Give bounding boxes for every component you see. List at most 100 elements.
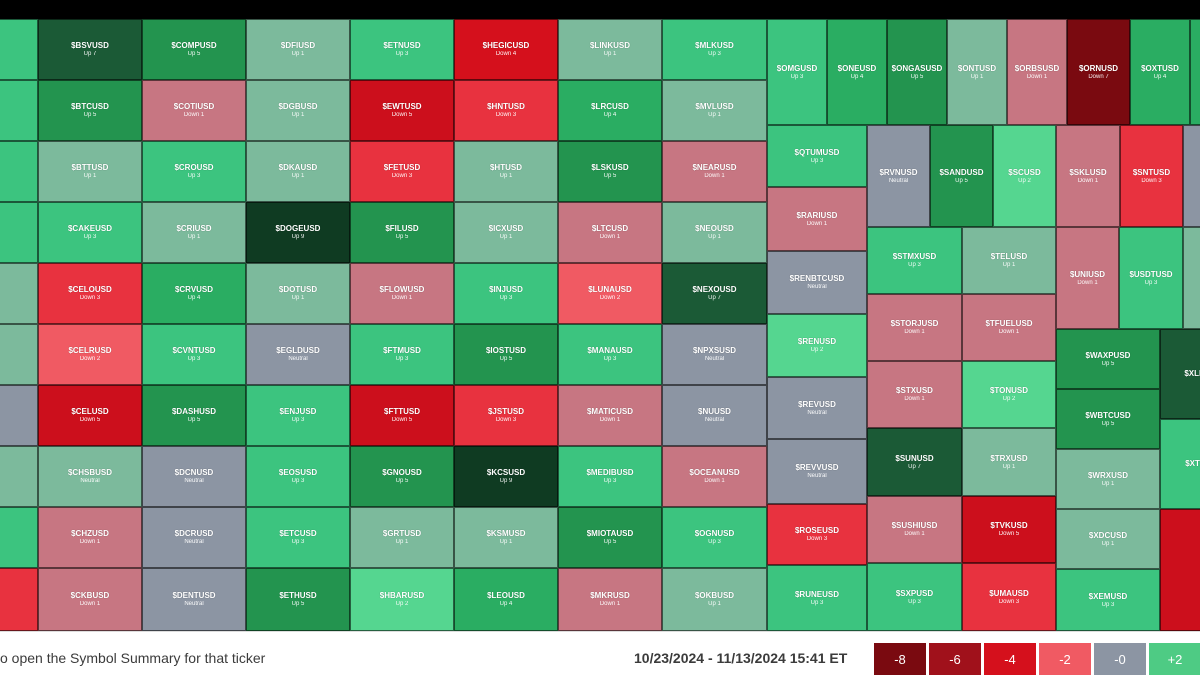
tile-ksmusd[interactable]: $KSMUSD Up 1 — [454, 507, 558, 568]
tile-partial-101[interactable] — [1183, 125, 1200, 227]
tile-dentusd[interactable]: $DENTUSD Neutral — [142, 568, 246, 631]
tile-ongasusd[interactable]: $ONGASUSD Up 5 — [887, 19, 947, 125]
tile-gnousd[interactable]: $GNOUSD Up 5 — [350, 446, 454, 507]
tile-tonusd[interactable]: $TONUSD Up 2 — [962, 361, 1056, 428]
tile-omgusd[interactable]: $OMGUSD Up 3 — [767, 19, 827, 125]
tile-miotausd[interactable]: $MIOTAUSD Up 5 — [558, 507, 662, 568]
tile-tvkusd[interactable]: $TVKUSD Down 5 — [962, 496, 1056, 563]
tile-partial-124[interactable] — [1160, 509, 1200, 631]
tile-eosusd[interactable]: $EOSUSD Up 3 — [246, 446, 350, 507]
tile-ltcusd[interactable]: $LTCUSD Down 1 — [558, 202, 662, 263]
tile-oneusd[interactable]: $ONEUSD Up 4 — [827, 19, 887, 125]
tile-chzusd[interactable]: $CHZUSD Down 1 — [38, 507, 142, 568]
tile-sntusd[interactable]: $SNTUSD Down 3 — [1120, 125, 1183, 227]
tile-xemusd[interactable]: $XEMUSD Up 3 — [1056, 569, 1160, 631]
tile-ontusd[interactable]: $ONTUSD Up 1 — [947, 19, 1007, 125]
tile-orbsusd[interactable]: $ORBSUSD Down 1 — [1007, 19, 1067, 125]
tile-partial-87[interactable] — [1190, 19, 1200, 125]
tile-cvntusd[interactable]: $CVNTUSD Up 3 — [142, 324, 246, 385]
tile-lskusd[interactable]: $LSKUSD Up 5 — [558, 141, 662, 202]
tile-partial-6[interactable] — [0, 385, 38, 446]
tile-runeusd[interactable]: $RUNEUSD Up 3 — [767, 565, 867, 631]
tile-revusd[interactable]: $REVUSD Neutral — [767, 377, 867, 439]
tile-manausd[interactable]: $MANAUSD Up 3 — [558, 324, 662, 385]
tile-injusd[interactable]: $INJUSD Up 3 — [454, 263, 558, 324]
tile-partial-3[interactable] — [0, 202, 38, 263]
tile-btcusd[interactable]: $BTCUSD Up 5 — [38, 80, 142, 141]
tile-sxpusd[interactable]: $SXPUSD Up 3 — [867, 563, 962, 631]
tile-xdcusd[interactable]: $XDCUSD Up 1 — [1056, 509, 1160, 569]
legend-swatch[interactable]: -2 — [1039, 643, 1091, 675]
tile-dfiusd[interactable]: $DFIUSD Up 1 — [246, 19, 350, 80]
tile-icxusd[interactable]: $ICXUSD Up 1 — [454, 202, 558, 263]
tile-okbusd[interactable]: $OKBUSD Up 1 — [662, 568, 767, 631]
tile-neousd[interactable]: $NEOUSD Up 1 — [662, 202, 767, 263]
tile-sunusd[interactable]: $SUNUSD Up 7 — [867, 428, 962, 496]
tile-medibusd[interactable]: $MEDIBUSD Up 3 — [558, 446, 662, 507]
tile-partial-4[interactable] — [0, 263, 38, 324]
tile-partial-2[interactable] — [0, 141, 38, 202]
tile-bttusd[interactable]: $BTTUSD Up 1 — [38, 141, 142, 202]
tile-rvnusd[interactable]: $RVNUSD Neutral — [867, 125, 930, 227]
tile-nexousd[interactable]: $NEXOUSD Up 7 — [662, 263, 767, 324]
tile-oxtusd[interactable]: $OXTUSD Up 4 — [1130, 19, 1190, 125]
tile-dotusd[interactable]: $DOTUSD Up 1 — [246, 263, 350, 324]
tile-linkusd[interactable]: $LINKUSD Up 1 — [558, 19, 662, 80]
tile-storjusd[interactable]: $STORJUSD Down 1 — [867, 294, 962, 361]
tile-egldusd[interactable]: $EGLDUSD Neutral — [246, 324, 350, 385]
tile-waxpusd[interactable]: $WAXPUSD Up 5 — [1056, 329, 1160, 389]
tile-trxusd[interactable]: $TRXUSD Up 1 — [962, 428, 1056, 496]
tile-cotiusd[interactable]: $COTIUSD Down 1 — [142, 80, 246, 141]
tile-kcsusd[interactable]: $KCSUSD Up 9 — [454, 446, 558, 507]
tile-wrxusd[interactable]: $WRXUSD Up 1 — [1056, 449, 1160, 509]
tile-renusd[interactable]: $RENUSD Up 2 — [767, 314, 867, 377]
tile-mkrusd[interactable]: $MKRUSD Down 1 — [558, 568, 662, 631]
tile-usdtusd[interactable]: $USDTUSD Up 3 — [1119, 227, 1183, 329]
tile-crousd[interactable]: $CROUSD Up 3 — [142, 141, 246, 202]
tile-crvusd[interactable]: $CRVUSD Up 4 — [142, 263, 246, 324]
tile-sandusd[interactable]: $SANDUSD Up 5 — [930, 125, 993, 227]
legend-swatch[interactable]: -8 — [874, 643, 926, 675]
tile-filusd[interactable]: $FILUSD Up 5 — [350, 202, 454, 263]
tile-maticusd[interactable]: $MATICUSD Down 1 — [558, 385, 662, 446]
tile-partial-1[interactable] — [0, 80, 38, 141]
tile-sushiusd[interactable]: $SUSHIUSD Down 1 — [867, 496, 962, 563]
tile-celusd[interactable]: $CELUSD Down 5 — [38, 385, 142, 446]
tile-celousd[interactable]: $CELOUSD Down 3 — [38, 263, 142, 324]
tile-fetusd[interactable]: $FETUSD Down 3 — [350, 141, 454, 202]
legend-swatch[interactable]: -0 — [1094, 643, 1146, 675]
legend-swatch[interactable]: -6 — [929, 643, 981, 675]
tile-ethusd[interactable]: $ETHUSD Up 5 — [246, 568, 350, 631]
tile-uniusd[interactable]: $UNIUSD Down 1 — [1056, 227, 1119, 329]
tile-jstusd[interactable]: $JSTUSD Down 3 — [454, 385, 558, 446]
tile-qtumusd[interactable]: $QTUMUSD Up 3 — [767, 125, 867, 187]
tile-dogeusd[interactable]: $DOGEUSD Up 9 — [246, 202, 350, 263]
tile-partial-106[interactable] — [1183, 227, 1200, 329]
tile-xtz[interactable]: $XTZ — [1160, 419, 1200, 509]
tile-cakeusd[interactable]: $CAKEUSD Up 3 — [38, 202, 142, 263]
tile-dcrusd[interactable]: $DCRUSD Neutral — [142, 507, 246, 568]
tile-stmxusd[interactable]: $STMXUSD Up 3 — [867, 227, 962, 294]
tile-partial-8[interactable] — [0, 507, 38, 568]
tile-dkausd[interactable]: $DKAUSD Up 1 — [246, 141, 350, 202]
tile-compusd[interactable]: $COMPUSD Up 5 — [142, 19, 246, 80]
tile-wbtcusd[interactable]: $WBTCUSD Up 5 — [1056, 389, 1160, 449]
tile-tfuelusd[interactable]: $TFUELUSD Down 1 — [962, 294, 1056, 361]
tile-ftmusd[interactable]: $FTMUSD Up 3 — [350, 324, 454, 385]
legend-swatch[interactable]: -4 — [984, 643, 1036, 675]
tile-sklusd[interactable]: $SKLUSD Down 1 — [1056, 125, 1120, 227]
tile-criusd[interactable]: $CRIUSD Up 1 — [142, 202, 246, 263]
tile-rariusd[interactable]: $RARIUSD Down 1 — [767, 187, 867, 251]
tile-fttusd[interactable]: $FTTUSD Down 5 — [350, 385, 454, 446]
tile-oceanusd[interactable]: $OCEANUSD Down 1 — [662, 446, 767, 507]
tile-roseusd[interactable]: $ROSEUSD Down 3 — [767, 504, 867, 565]
tile-mlkusd[interactable]: $MLKUSD Up 3 — [662, 19, 767, 80]
tile-stxusd[interactable]: $STXUSD Down 1 — [867, 361, 962, 428]
tile-partial-5[interactable] — [0, 324, 38, 385]
tile-htusd[interactable]: $HTUSD Up 1 — [454, 141, 558, 202]
tile-hntusd[interactable]: $HNTUSD Down 3 — [454, 80, 558, 141]
tile-ornusd[interactable]: $ORNUSD Down 7 — [1067, 19, 1130, 125]
tile-partial-9[interactable] — [0, 568, 38, 631]
tile-leousd[interactable]: $LEOUSD Up 4 — [454, 568, 558, 631]
tile-etcusd[interactable]: $ETCUSD Up 3 — [246, 507, 350, 568]
